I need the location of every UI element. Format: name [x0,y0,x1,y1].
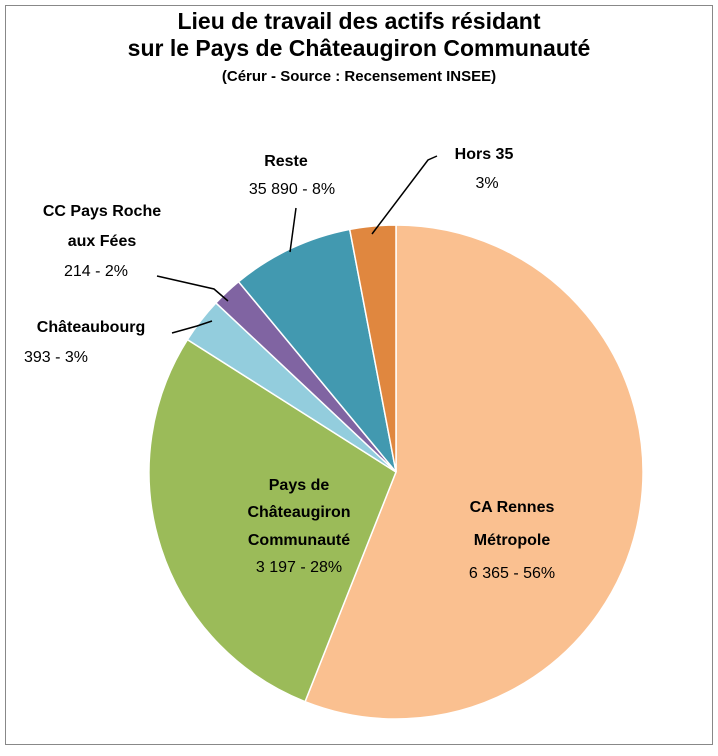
slice-value-label: 214 - 2% [64,263,128,280]
slice-category-label: Métropole [474,532,551,549]
pie-slice [148,338,397,703]
chart-title: sur le Pays de Châteaugiron Communauté [128,35,591,61]
slice-value-label: 393 - 3% [24,349,88,366]
slice-category-label: Communauté [248,532,350,549]
slice-category-label: Pays de [269,477,330,494]
leader-line [289,207,297,253]
slice-category-label: Châteaubourg [37,319,145,336]
slice-category-label: Hors 35 [455,146,514,163]
slice-value-label: 3 197 - 28% [256,559,342,576]
slice-category-label: CA Rennes [470,499,555,516]
slice-category-label: Reste [264,153,308,170]
leader-line [156,275,229,302]
slice-category-label: CC Pays Roche [43,203,161,220]
chart-title: Lieu de travail des actifs résidant [177,8,540,34]
leader-line [371,155,438,235]
pie-slice [304,224,644,720]
slice-value-label: 3% [475,175,498,192]
slice-category-label: aux Fées [68,233,137,250]
chart-subtitle: (Cérur - Source : Recensement INSEE) [222,68,496,85]
pie-slice [348,224,397,473]
slice-category-label: Châteaugiron [247,504,350,521]
slice-value-label: 35 890 - 8% [249,181,335,198]
leader-line [171,320,213,334]
slice-value-label: 6 365 - 56% [469,565,555,582]
